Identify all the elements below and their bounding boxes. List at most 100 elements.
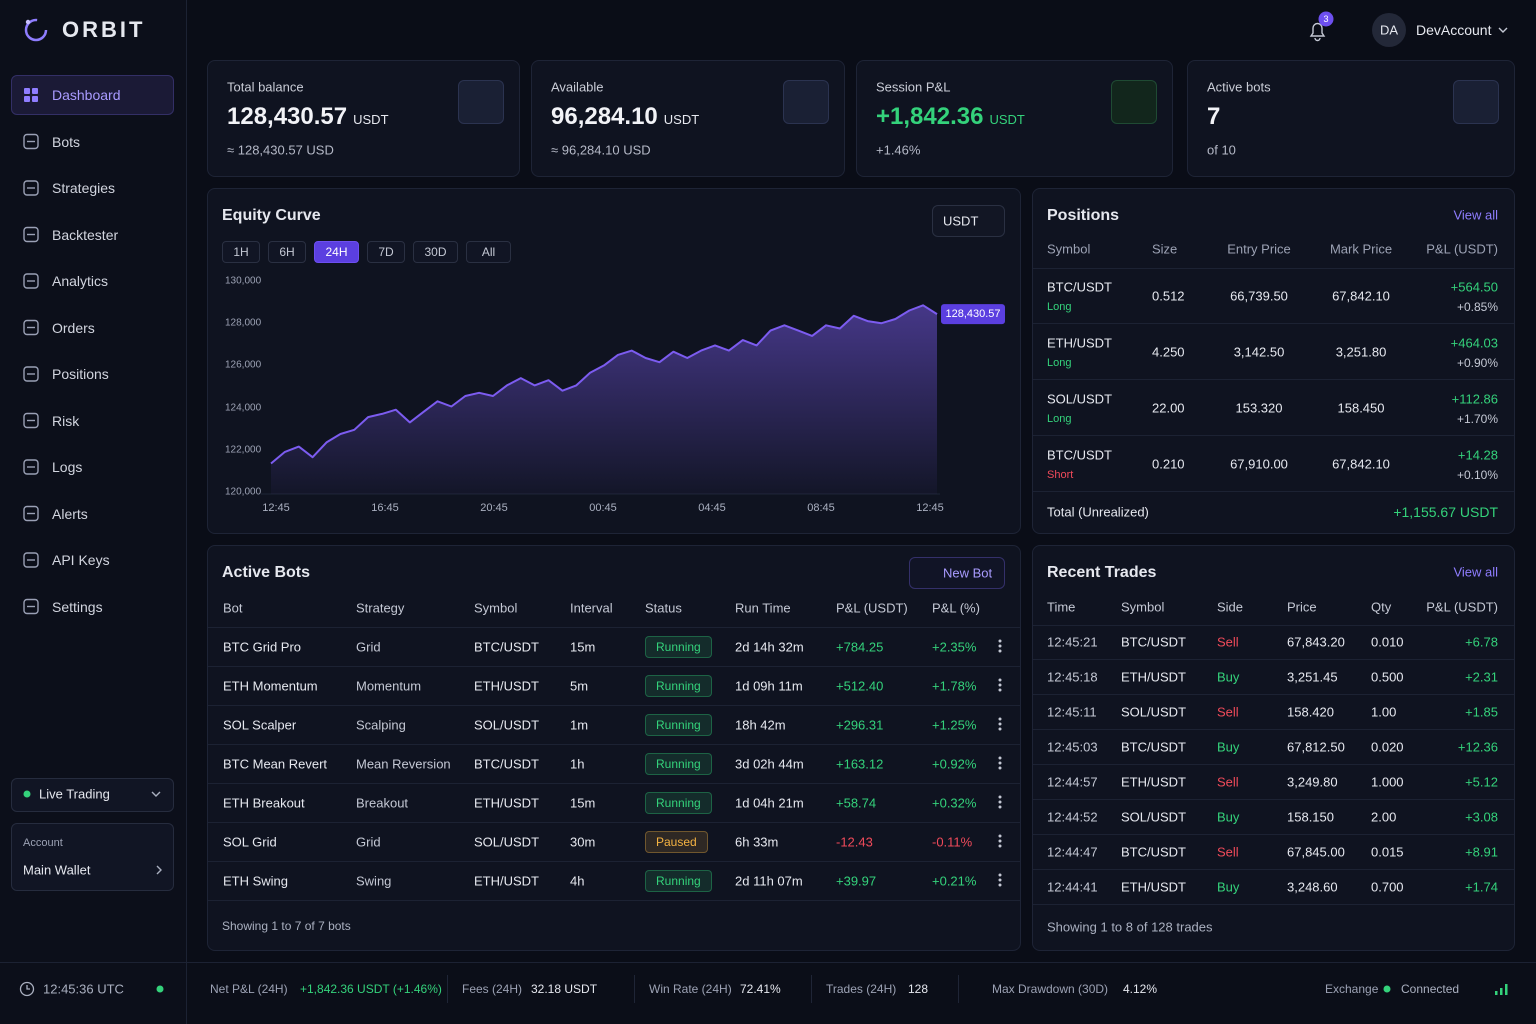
view-all-link[interactable]: View all [1453, 207, 1498, 223]
brand: ORBIT [62, 17, 146, 42]
account-card[interactable] [11, 823, 174, 891]
chart-title: Equity Curve [222, 207, 321, 224]
view-all-link[interactable]: View all [1453, 564, 1498, 580]
side: Sell [1217, 704, 1239, 720]
stat-icon-box [1111, 80, 1157, 124]
pnl: +112.86 [1451, 391, 1498, 407]
divider [208, 705, 1020, 706]
divider [1033, 491, 1514, 492]
nav-item[interactable]: Alerts [52, 505, 88, 522]
strategy: Breakout [356, 795, 409, 811]
time: 12:44:47 [1047, 844, 1098, 860]
status-label: Fees (24H) [462, 982, 523, 996]
status-value: +1,842.36 USDT (+1.46%) [300, 982, 442, 996]
nav-item[interactable]: Risk [52, 412, 80, 429]
total-label: Total (Unrealized) [1047, 504, 1149, 520]
pnl-pct: +1.78% [932, 678, 977, 694]
run-time: 1d 09h 11m [735, 678, 803, 694]
nav-item[interactable]: Settings [52, 598, 103, 615]
new-bot-button[interactable] [909, 557, 1005, 589]
range-button[interactable] [367, 241, 405, 263]
pnl: +5.12 [1465, 774, 1498, 790]
y-tick-label: 130,000 [225, 275, 262, 287]
currency-select[interactable] [932, 205, 1005, 237]
range-button[interactable] [222, 241, 260, 263]
nav-item[interactable]: API Keys [52, 552, 110, 568]
range-label[interactable]: 6H [279, 245, 295, 259]
nav-item[interactable]: Backtester [52, 226, 119, 243]
user-name[interactable]: DevAccount [1416, 22, 1492, 38]
divider [208, 627, 1020, 628]
divider [1033, 729, 1514, 730]
nav-item[interactable]: Bots [52, 133, 81, 150]
qty: 1.000 [1371, 774, 1404, 790]
currency-label: USDT [943, 213, 979, 229]
pnl: +512.40 [836, 678, 884, 694]
entry-price: 3,142.50 [1233, 344, 1285, 360]
nav-item[interactable]: Analytics [52, 273, 109, 289]
size: 0.210 [1152, 456, 1185, 472]
pnl-pct: +0.85% [1456, 300, 1498, 314]
new-bot-label[interactable]: New Bot [943, 565, 993, 581]
run-time: 18h 42m [735, 717, 786, 733]
stat-label: Active bots [1207, 79, 1271, 95]
divider [1033, 764, 1514, 765]
nav-item[interactable]: Positions [52, 366, 109, 382]
symbol: ETH/USDT [1121, 669, 1186, 685]
nav-item[interactable]: Orders [52, 319, 95, 336]
range-label[interactable]: All [481, 245, 496, 259]
range-button[interactable] [466, 241, 511, 263]
column-header: P&L (%) [932, 600, 980, 616]
range-button[interactable] [413, 241, 458, 263]
symbol: ETH/USDT [474, 795, 539, 811]
symbol: SOL/USDT [1121, 809, 1187, 825]
nav-item[interactable]: Strategies [52, 180, 116, 196]
card-title: Recent Trades [1047, 564, 1157, 581]
price: 67,845.00 [1287, 844, 1345, 860]
symbol: SOL/USDT [474, 717, 540, 733]
y-tick-label: 128,000 [225, 317, 262, 329]
nav-item[interactable]: Dashboard [52, 87, 121, 103]
range-label[interactable]: 1H [233, 245, 249, 259]
symbol: ETH/USDT [1047, 335, 1112, 351]
status-badge: Paused [645, 831, 708, 853]
pnl: +39.97 [836, 873, 877, 889]
y-tick-label: 124,000 [225, 402, 262, 414]
column-header: Status [645, 600, 682, 616]
symbol: BTC/USDT [1121, 844, 1186, 860]
symbol: BTC/USDT [474, 639, 539, 655]
range-button[interactable] [268, 241, 306, 263]
status-value: 72.41% [740, 982, 781, 996]
symbol: ETH/USDT [1121, 879, 1186, 895]
qty: 0.010 [1371, 634, 1404, 650]
range-label[interactable]: 30D [424, 245, 447, 259]
stat-sub: +1.46% [876, 142, 921, 158]
status-label: Trades (24H) [826, 982, 897, 996]
pnl: +14.28 [1457, 447, 1498, 463]
interval: 15m [570, 639, 596, 655]
equity-card [207, 188, 1021, 534]
trades-card [1032, 545, 1515, 951]
card-title: Active Bots [222, 564, 311, 581]
side: Buy [1217, 809, 1240, 825]
column-header: P&L (USDT) [836, 600, 908, 616]
pnl: +564.50 [1450, 279, 1498, 295]
stat-value: +1,842.36 [876, 103, 984, 130]
divider [1033, 268, 1514, 269]
nav-item[interactable]: Logs [52, 459, 83, 475]
pnl-pct: +2.35% [932, 639, 977, 655]
stat-value-row: 96,284.10 USDT [551, 103, 699, 131]
column-header: Side [1217, 599, 1244, 615]
interval: 15m [570, 795, 596, 811]
pnl: -12.43 [836, 834, 873, 850]
range-label[interactable]: 7D [378, 245, 394, 259]
price: 3,249.80 [1287, 774, 1338, 790]
range-label[interactable]: 24H [325, 245, 348, 259]
mode-select[interactable] [11, 778, 174, 812]
entry-price: 67,910.00 [1230, 456, 1288, 472]
column-header: P&L (USDT) [1426, 599, 1498, 615]
divider [208, 861, 1020, 862]
range-button[interactable] [314, 241, 359, 263]
symbol: ETH/USDT [1121, 774, 1186, 790]
notification-count: 3 [1323, 14, 1329, 24]
